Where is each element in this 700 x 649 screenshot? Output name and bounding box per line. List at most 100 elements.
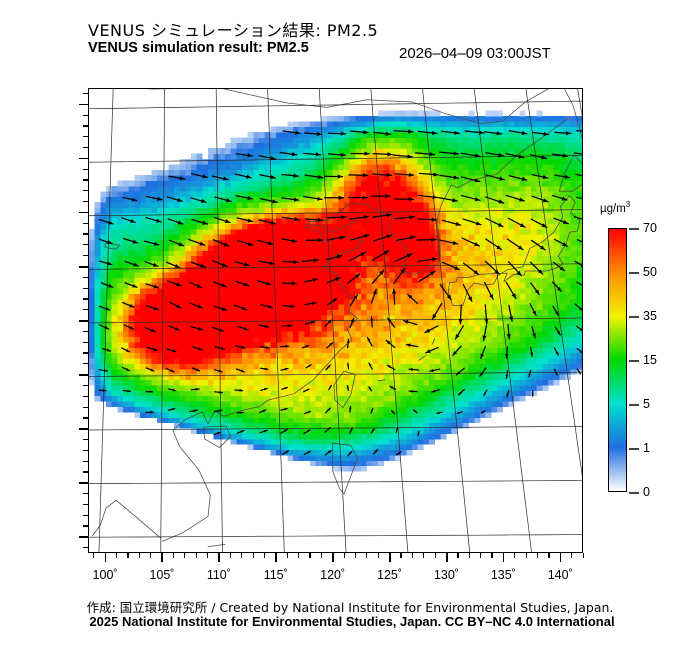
longitude-major-tick (104, 553, 107, 562)
latitude-minor-tick (83, 417, 88, 419)
forecast-datetime: 2026–04–09 03:00JST (399, 45, 551, 62)
longitude-minor-tick (252, 553, 254, 558)
longitude-minor-tick (571, 553, 573, 558)
longitude-minor-tick (434, 553, 436, 558)
latitude-minor-tick (83, 125, 88, 127)
longitude-minor-tick (263, 553, 266, 558)
latitude-minor-tick (83, 179, 88, 181)
longitude-minor-tick (536, 553, 539, 558)
colorbar-legend: µg/m3 70 50 35 15 5 1 0 (600, 200, 696, 500)
longitude-minor-tick (377, 553, 379, 558)
latitude-minor-tick (83, 309, 88, 311)
colorbar-unit-exponent: 3 (625, 200, 631, 209)
longitude-minor-tick (229, 553, 231, 558)
credit-line-clip: 2025 National Institute for Environmenta… (0, 614, 700, 638)
latitude-major-tick (79, 211, 88, 214)
latitude-minor-tick (83, 222, 88, 224)
latitude-minor-tick (83, 547, 88, 549)
latitude-minor-tick (83, 244, 88, 246)
colorbar-tick (629, 404, 639, 406)
colorbar-tick-label: 70 (643, 221, 657, 235)
latitude-minor-tick (83, 352, 88, 354)
longitude-minor-tick (298, 553, 300, 558)
longitude-minor-tick (309, 553, 311, 558)
latitude-minor-tick (83, 341, 88, 343)
latitude-minor-tick (83, 330, 88, 332)
longitude-minor-tick (514, 553, 516, 558)
wind-vector-field (98, 129, 582, 457)
map-plot-area[interactable] (88, 88, 583, 553)
longitude-minor-tick (150, 553, 152, 558)
longitude-axis: 100˚ 105˚ 110˚ 115˚ 120˚ 125˚ 130˚ 135˚ 140˚ (88, 553, 584, 593)
longitude-tick-label: 110˚ (206, 568, 231, 582)
colorbar-tick-label: 5 (643, 397, 650, 411)
longitude-minor-tick (343, 553, 345, 558)
latitude-minor-tick (83, 363, 88, 365)
latitude-minor-tick (83, 168, 88, 170)
longitude-minor-tick (582, 553, 584, 558)
longitude-minor-tick (320, 553, 322, 558)
longitude-tick-label: 100˚ (92, 568, 118, 582)
colorbar-tick (629, 448, 639, 450)
longitude-tick-label: 105˚ (149, 568, 175, 582)
latitude-minor-tick (83, 298, 88, 300)
latitude-minor-tick (83, 493, 88, 495)
latitude-minor-tick (83, 287, 88, 289)
colorbar-tick (629, 228, 639, 230)
colorbar-tick (629, 272, 639, 274)
longitude-minor-tick (195, 553, 197, 558)
latitude-minor-tick (83, 449, 88, 451)
longitude-major-tick (502, 553, 505, 562)
latitude-minor-tick (83, 384, 88, 387)
longitude-major-tick (275, 553, 277, 562)
longitude-minor-tick (354, 553, 357, 558)
latitude-major-tick (79, 157, 88, 160)
longitude-minor-tick (172, 553, 175, 558)
credit-line-japanese: 作成: 国立環境研究所 / Created by National Instit… (86, 600, 614, 615)
latitude-major-tick (79, 482, 88, 484)
longitude-tick-label: 120˚ (320, 568, 346, 582)
colorbar-unit-label: µg/m3 (600, 200, 630, 215)
latitude-minor-tick (83, 146, 88, 149)
colorbar-tick (629, 360, 639, 362)
latitude-major-tick (79, 374, 88, 376)
longitude-minor-tick (423, 553, 425, 558)
longitude-minor-tick (138, 553, 140, 558)
longitude-major-tick (218, 553, 220, 562)
latitude-minor-tick (83, 471, 88, 473)
latitude-major-tick (79, 265, 88, 268)
page-title-english: VENUS simulation result: PM2.5 (88, 40, 309, 56)
longitude-minor-tick (480, 553, 482, 558)
longitude-tick-label: 140˚ (547, 568, 573, 582)
latitude-minor-tick (83, 514, 88, 516)
latitude-major-tick (79, 536, 88, 538)
latitude-major-tick (79, 320, 88, 322)
latitude-minor-tick (83, 190, 88, 192)
longitude-minor-tick (241, 553, 243, 558)
latitude-minor-tick (83, 233, 88, 235)
longitude-tick-label: 115˚ (263, 568, 288, 582)
latitude-minor-tick (83, 201, 88, 203)
colorbar-tick-label: 0 (643, 485, 650, 499)
colorbar-gradient (608, 228, 627, 492)
longitude-minor-tick (206, 553, 209, 558)
longitude-tick-label: 125˚ (377, 568, 403, 582)
latitude-minor-tick (83, 255, 88, 257)
longitude-major-tick (559, 553, 562, 562)
longitude-minor-tick (411, 553, 413, 558)
longitude-major-tick (445, 553, 448, 562)
pm25-concentration-map (89, 89, 582, 552)
latitude-minor-tick (83, 395, 88, 397)
latitude-axis: 50˚45˚40˚35˚30˚25˚20˚15˚10˚ (0, 88, 88, 553)
longitude-minor-tick (525, 553, 527, 558)
longitude-major-tick (332, 553, 334, 562)
colorbar-tick (629, 316, 639, 318)
latitude-minor-tick (83, 276, 88, 278)
longitude-minor-tick (286, 553, 288, 558)
longitude-minor-tick (491, 553, 493, 558)
colorbar-tick-label: 50 (643, 265, 657, 279)
longitude-major-tick (389, 553, 391, 562)
longitude-minor-tick (457, 553, 459, 558)
colorbar-tick (629, 492, 639, 494)
